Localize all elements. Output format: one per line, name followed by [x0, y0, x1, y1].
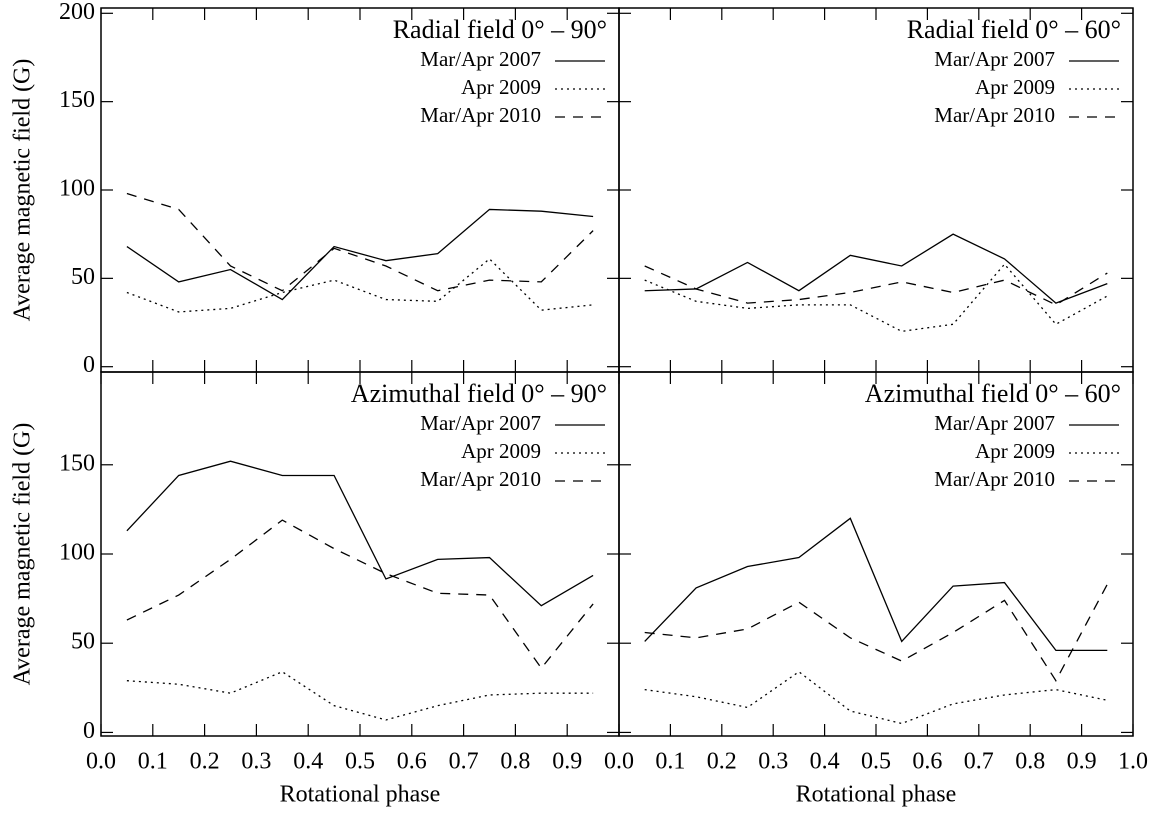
x-tick-label: 0.5 [861, 749, 891, 775]
data-line [644, 265, 1108, 306]
x-tick-label: 0.8 [1015, 749, 1045, 775]
x-tick-label: 0.2 [707, 749, 737, 775]
x-tick-label: 0.4 [293, 749, 323, 775]
x-tick-label: 0.5 [345, 749, 375, 775]
panel-title: Azimuthal field 0° – 60° [865, 379, 1121, 408]
x-tick-label: 0.0 [86, 749, 116, 775]
data-line [644, 670, 1108, 725]
x-axis-label: Rotational phase [796, 782, 957, 808]
x-tick-label: 0.9 [552, 749, 582, 775]
panel-title: Radial field 0° – 90° [393, 15, 607, 44]
plot-frame [100, 371, 620, 737]
legend-label: Apr 2009 [461, 439, 541, 463]
y-tick-label: 50 [71, 629, 95, 655]
data-line [644, 263, 1108, 333]
data-line [644, 517, 1108, 652]
x-tick-label: 0.2 [190, 749, 220, 775]
legend-label: Mar/Apr 2010 [934, 467, 1055, 491]
data-line [126, 208, 594, 301]
x-tick-label: 1.0 [1118, 749, 1148, 775]
x-tick-label: 0.3 [241, 749, 271, 775]
x-tick-label: 0.6 [912, 749, 942, 775]
y-axis-label: Average magnetic field (G) [10, 423, 36, 686]
y-tick-label: 50 [71, 264, 95, 290]
data-line [126, 192, 594, 292]
x-tick-label: 0.1 [138, 749, 168, 775]
data-line [126, 258, 594, 313]
y-tick-label: 150 [59, 87, 95, 113]
legend-label: Mar/Apr 2010 [934, 103, 1055, 127]
x-tick-label: 0.1 [655, 749, 685, 775]
legend-label: Mar/Apr 2010 [420, 103, 541, 127]
x-tick-label: 0.7 [449, 749, 479, 775]
x-tick-label: 0.6 [397, 749, 427, 775]
x-tick-label: 0.9 [1067, 749, 1097, 775]
y-axis-label: Average magnetic field (G) [10, 59, 36, 322]
y-tick-label: 100 [59, 176, 95, 202]
legend-label: Mar/Apr 2007 [934, 47, 1055, 71]
x-axis-label: Rotational phase [280, 782, 441, 808]
panel-title: Radial field 0° – 60° [907, 15, 1121, 44]
y-tick-label: 100 [59, 540, 95, 566]
plot-frame [618, 7, 1134, 373]
y-tick-label: 150 [59, 450, 95, 476]
data-line [126, 460, 594, 607]
legend-label: Mar/Apr 2010 [420, 467, 541, 491]
legend-label: Mar/Apr 2007 [934, 411, 1055, 435]
legend-label: Apr 2009 [461, 75, 541, 99]
data-line [644, 584, 1108, 682]
x-tick-label: 0.8 [500, 749, 530, 775]
y-tick-label: 0 [83, 718, 95, 744]
legend-label: Apr 2009 [975, 439, 1055, 463]
data-line [644, 233, 1108, 304]
data-line [126, 671, 594, 721]
x-tick-label: 0.4 [810, 749, 840, 775]
data-line [126, 519, 594, 670]
y-tick-label: 200 [59, 0, 95, 25]
x-tick-label: 0.7 [964, 749, 994, 775]
x-tick-label: 0.0 [604, 749, 634, 775]
x-tick-label: 0.3 [758, 749, 788, 775]
legend-label: Apr 2009 [975, 75, 1055, 99]
panel-title: Azimuthal field 0° – 90° [351, 379, 607, 408]
plot-frame [100, 7, 620, 373]
legend-label: Mar/Apr 2007 [420, 411, 541, 435]
y-tick-label: 0 [83, 352, 95, 378]
legend-label: Mar/Apr 2007 [420, 47, 541, 71]
